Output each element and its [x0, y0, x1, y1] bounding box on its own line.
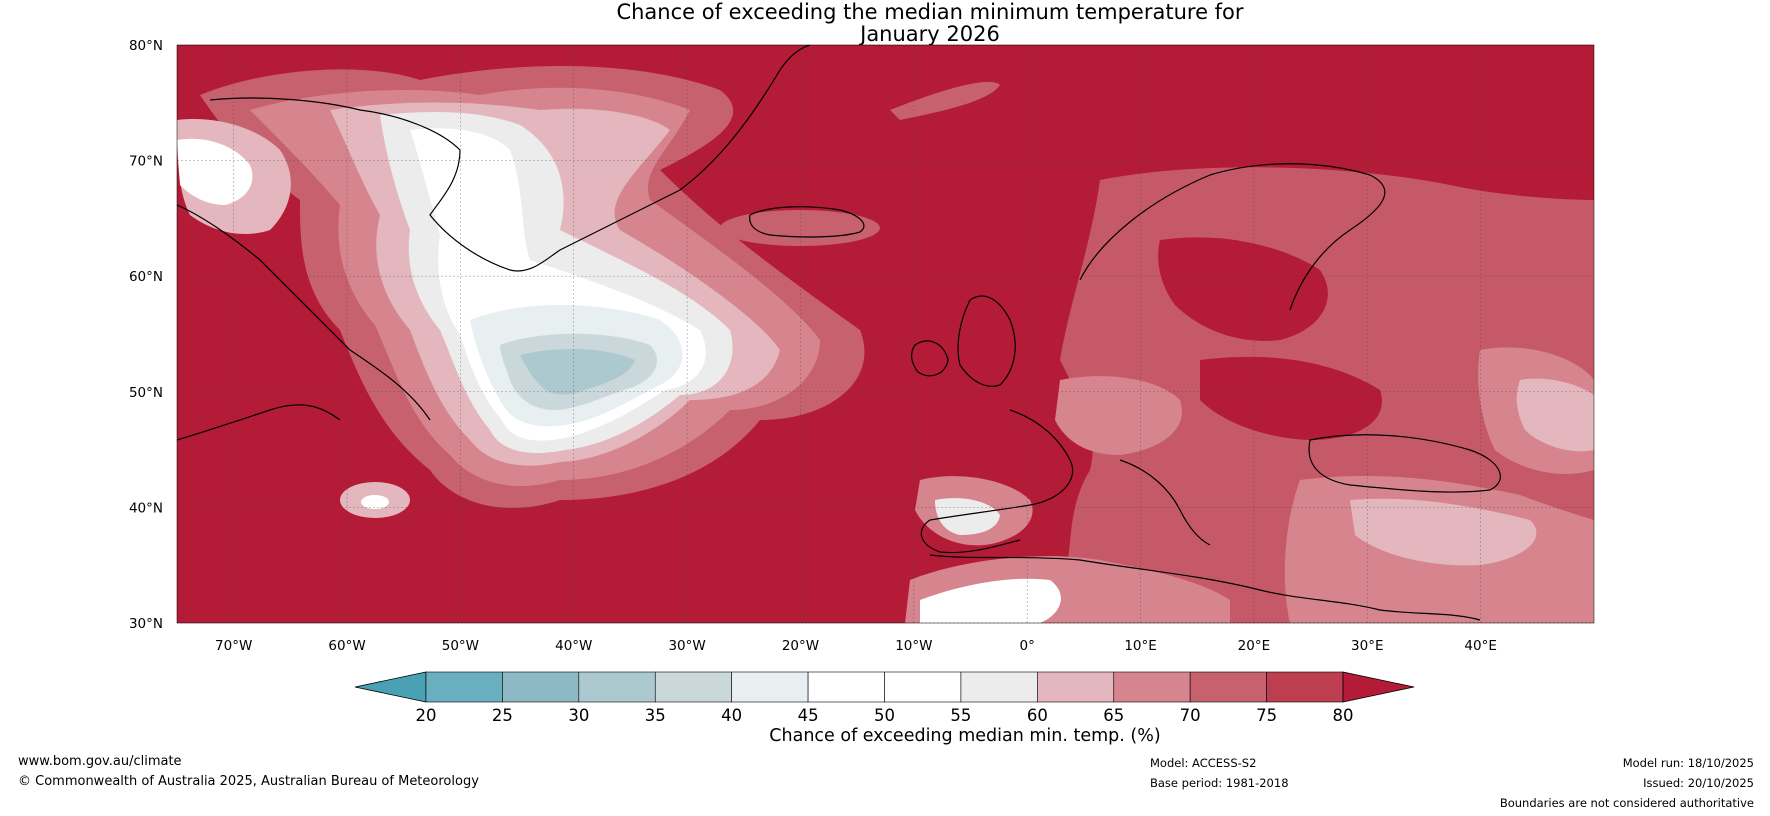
iberia-coast: [920, 409, 1074, 554]
lat-label: 40°N: [129, 500, 163, 516]
colorbar-extend-low: [354, 671, 427, 703]
contour-arctic: [890, 81, 1000, 120]
contour-africa-50: [920, 578, 1061, 623]
colorbar-segment: [884, 671, 962, 703]
probability-field: [177, 66, 1594, 623]
lon-label: 50°W: [442, 638, 479, 654]
longitude-labels: 70°W 60°W 50°W 40°W 30°W 20°W 10°W 0° 10°E 20°E 30…: [215, 638, 1497, 654]
colorbar-tick-label: 60: [1027, 706, 1048, 725]
colorbar-tick-label: 50: [874, 706, 895, 725]
lon-label: 20°W: [782, 638, 819, 654]
colorbar-tick-label: 20: [416, 706, 437, 725]
ireland-coast: [911, 340, 949, 377]
lat-label: 80°N: [129, 38, 163, 54]
lon-label: 10°E: [1124, 638, 1156, 654]
britain-coast: [957, 295, 1016, 387]
issued-text: Issued: 20/10/2025: [1643, 776, 1754, 790]
website-link[interactable]: www.bom.gov.au/climate: [18, 754, 182, 769]
lat-label: 70°N: [129, 154, 163, 170]
contour-europe-80b: [1200, 356, 1382, 440]
lon-label: 20°E: [1238, 638, 1270, 654]
contour-mideast-60: [1350, 498, 1537, 566]
colorbar-segment: [1266, 671, 1344, 703]
lat-label: 30°N: [129, 616, 163, 632]
colorbar-segment: [654, 671, 732, 703]
map-frame: [176, 44, 1595, 624]
lat-label: 50°N: [129, 385, 163, 401]
model-run-text: Model run: 18/10/2025: [1622, 756, 1754, 770]
lat-label: 60°N: [129, 269, 163, 285]
newfoundland-coast: [177, 404, 341, 441]
north-africa-coast: [929, 554, 1481, 621]
colorbar-tick-label: 30: [568, 706, 589, 725]
colorbar-tick-label: 35: [645, 706, 666, 725]
contour-east-60: [1516, 378, 1594, 452]
colorbar-segment: [807, 671, 885, 703]
coastlines: [177, 45, 1501, 621]
colorbar-segment: [502, 671, 580, 703]
contour-europe-80a: [1158, 237, 1328, 341]
colorbar-extend-high: [1342, 671, 1415, 703]
base-period-text: Base period: 1981-2018: [1150, 776, 1289, 790]
colorbar-tick-label: 70: [1180, 706, 1201, 725]
iceland-coast: [749, 206, 865, 238]
colorbar-segment: [578, 671, 656, 703]
map-title-line-1: Chance of exceeding the median minimum t…: [616, 0, 1244, 24]
map-title-line-2: January 2026: [860, 22, 1000, 46]
colorbar-tick-label: 65: [1103, 706, 1124, 725]
contour-iberia-55: [935, 498, 1000, 535]
colorbar-segment: [1189, 671, 1267, 703]
copyright-text: © Commonwealth of Australia 2025, Austra…: [18, 774, 479, 789]
lon-label: 70°W: [215, 638, 252, 654]
contour-iceland: [720, 210, 880, 246]
contour-spot-inner: [361, 495, 389, 509]
boundaries-note: Boundaries are not considered authoritat…: [1499, 796, 1754, 810]
lon-label: 30°W: [668, 638, 705, 654]
colorbar-ticks: 20 25 30 35 40 45 50 55 60 65 70 75 80: [416, 706, 1354, 725]
lon-label: 0°: [1020, 638, 1035, 654]
colorbar: [354, 671, 1415, 703]
lon-label: 10°W: [895, 638, 932, 654]
colorbar-segment: [1037, 671, 1115, 703]
scandinavia-coast: [1079, 163, 1386, 311]
colorbar-tick-label: 40: [721, 706, 742, 725]
lon-label: 60°W: [328, 638, 365, 654]
model-text: Model: ACCESS-S2: [1150, 756, 1257, 770]
colorbar-segment: [731, 671, 809, 703]
colorbar-segment: [425, 671, 503, 703]
lon-label: 40°E: [1464, 638, 1496, 654]
italy-coast: [1119, 459, 1211, 546]
contour-35: [520, 348, 635, 395]
contour-canada-inner: [177, 138, 253, 205]
greenland-coast: [209, 45, 811, 272]
colorbar-tick-label: 75: [1256, 706, 1277, 725]
lon-label: 40°W: [555, 638, 592, 654]
colorbar-label: Chance of exceeding median min. temp. (%…: [769, 726, 1161, 746]
colorbar-segment: [960, 671, 1038, 703]
black-sea-coast: [1308, 434, 1501, 493]
colorbar-segment: [1113, 671, 1191, 703]
lon-label: 30°E: [1351, 638, 1383, 654]
colorbar-tick-label: 55: [950, 706, 971, 725]
latitude-labels: 80°N 70°N 60°N 50°N 40°N 30°N: [129, 38, 163, 632]
colorbar-tick-label: 45: [798, 706, 819, 725]
contour-europe-65: [1055, 376, 1182, 455]
colorbar-tick-label: 80: [1333, 706, 1354, 725]
colorbar-tick-label: 25: [492, 706, 513, 725]
canada-coast: [177, 204, 431, 421]
